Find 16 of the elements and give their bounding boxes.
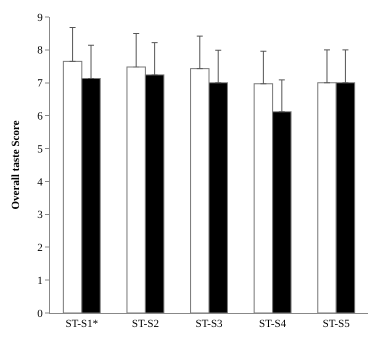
y-tick-label: 3 (37, 209, 44, 222)
y-axis-title: Overall taste Score (10, 120, 22, 210)
y-tick-label: 8 (37, 44, 44, 57)
y-tick-label: 6 (37, 110, 44, 123)
y-tick-label: 1 (37, 274, 43, 287)
x-tick-label: ST-S5 (322, 318, 350, 330)
y-tick-label: 0 (37, 308, 44, 320)
y-tick-label: 2 (37, 242, 43, 254)
x-tick-label: ST-S3 (195, 318, 224, 330)
x-tick-label: ST-S4 (259, 318, 287, 330)
x-tick-label: ST-S2 (132, 318, 159, 330)
y-tick-label: 7 (37, 78, 44, 90)
y-tick-label: 5 (37, 143, 44, 156)
y-tick-label: 4 (37, 176, 44, 188)
y-tick-label: 9 (37, 12, 44, 24)
x-tick-label: ST-S1* (65, 318, 98, 330)
